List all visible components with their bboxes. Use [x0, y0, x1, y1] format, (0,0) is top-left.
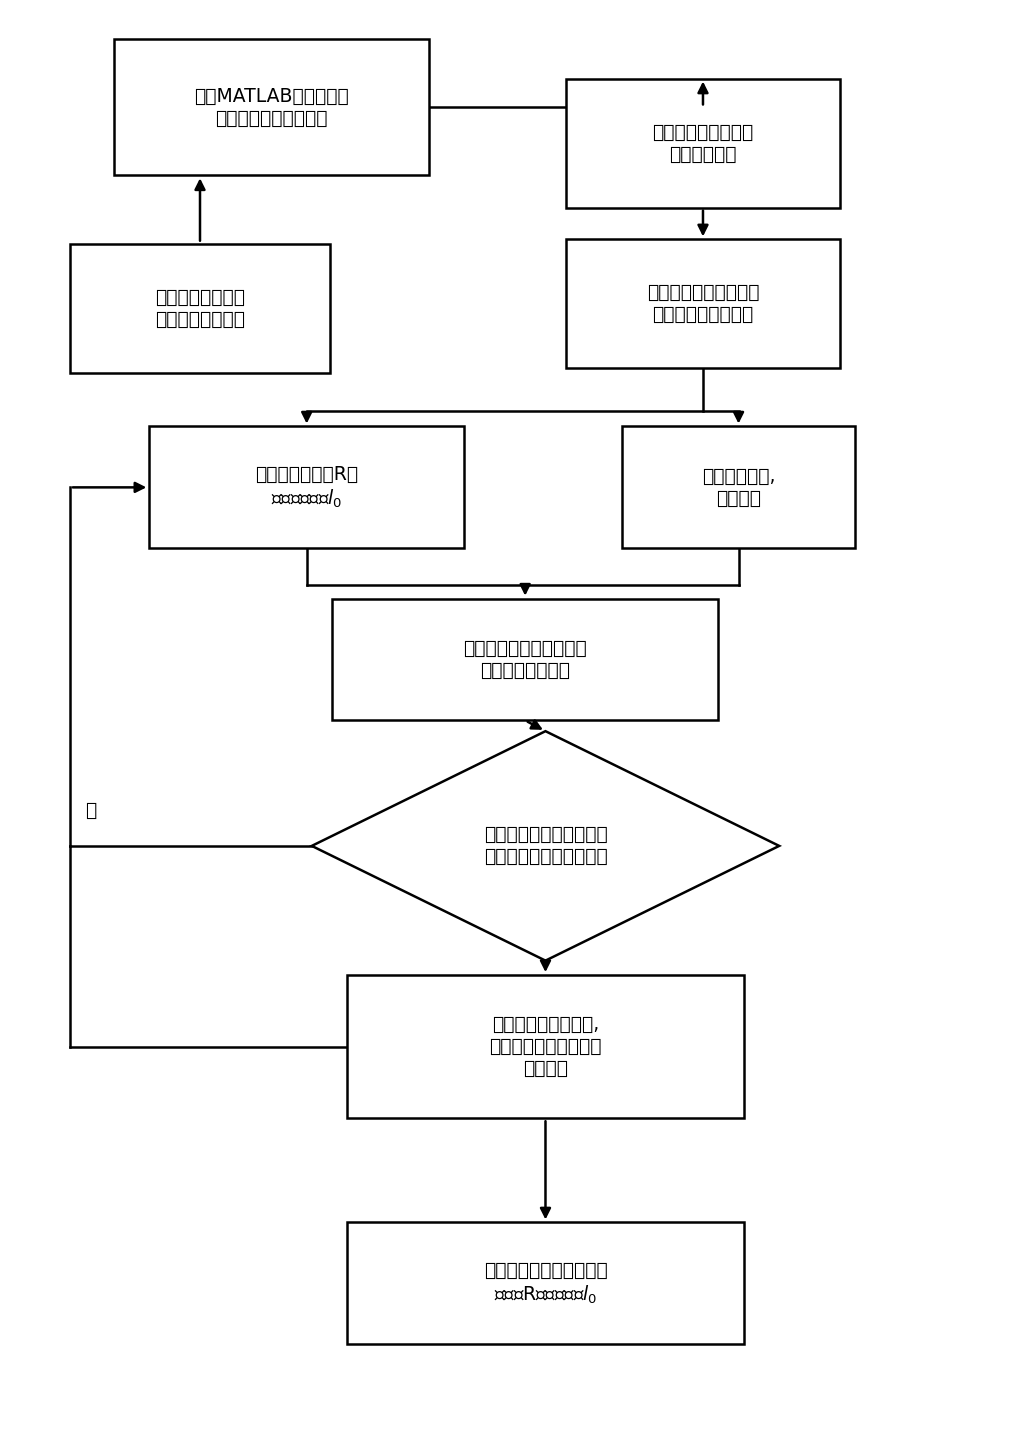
Text: 对直线段采用最小二
乘法进行拟合: 对直线段采用最小二 乘法进行拟合: [652, 123, 754, 164]
Text: 算出各测点拨量、夹直线
长度、圆曲线长度: 算出各测点拨量、夹直线 长度、圆曲线长度: [464, 639, 587, 681]
Text: 设置目标函数,
约束函数: 设置目标函数, 约束函数: [701, 466, 776, 508]
Bar: [565, 239, 840, 368]
Text: 计算相邻两直线所夹曲
线的偏角和交点坐标: 计算相邻两直线所夹曲 线的偏角和交点坐标: [647, 284, 759, 324]
Bar: [113, 39, 428, 175]
Bar: [347, 1222, 744, 1344]
Text: 通过全站仪进行既
有线路中心线测量: 通过全站仪进行既 有线路中心线测量: [154, 288, 245, 329]
Text: 选定一组圆半径R和
初始缓和曲线$l_0$: 选定一组圆半径R和 初始缓和曲线$l_0$: [255, 465, 358, 510]
Polygon shape: [312, 731, 779, 960]
Bar: [70, 243, 330, 372]
Bar: [347, 975, 744, 1118]
Text: 否: 否: [85, 801, 97, 820]
Text: 基于MATLAB区分线路中
心线的直线和曲线区段: 基于MATLAB区分线路中 心线的直线和曲线区段: [194, 87, 348, 127]
Text: 计算拨量的平方之和,
存储对应的半径和缓和
曲线长度: 计算拨量的平方之和, 存储对应的半径和缓和 曲线长度: [489, 1015, 602, 1079]
Bar: [622, 426, 855, 549]
Bar: [149, 426, 465, 549]
Text: 对比选出拨量最小对应的
圆半径R和缓和曲线$l_0$: 对比选出拨量最小对应的 圆半径R和缓和曲线$l_0$: [484, 1261, 608, 1306]
Bar: [332, 598, 718, 721]
Text: 判断拨量、夹直线长度、
圆曲线长度是否满足要求: 判断拨量、夹直线长度、 圆曲线长度是否满足要求: [484, 825, 608, 866]
Bar: [565, 78, 840, 207]
